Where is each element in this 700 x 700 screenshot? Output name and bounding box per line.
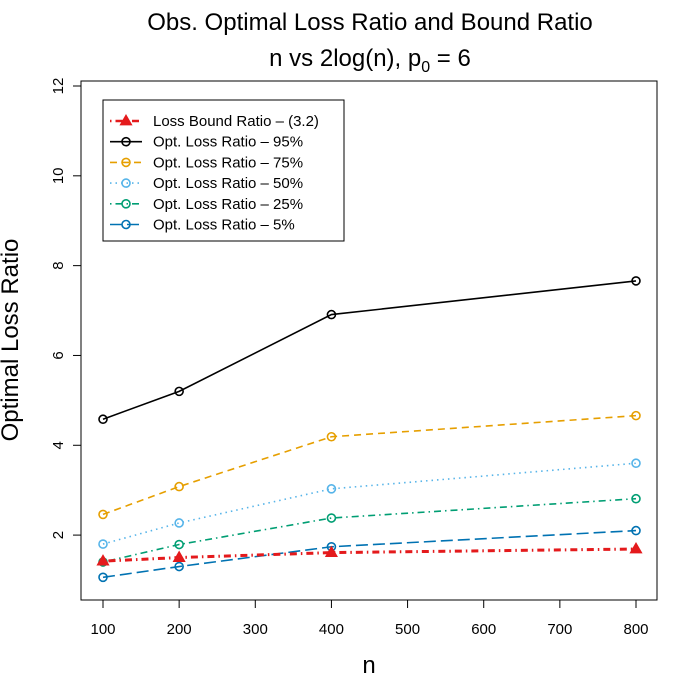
y-axis: 2 4 6 8 10 12 xyxy=(50,78,82,539)
legend-label: Loss Bound Ratio – (3.2) xyxy=(153,113,319,130)
data-point-triangle xyxy=(172,550,186,562)
data-point-circle xyxy=(326,431,337,442)
data-point-circle xyxy=(326,309,337,320)
data-point-circle xyxy=(121,136,131,147)
chart-subtitle-prefix: n vs 2log(n), p xyxy=(269,45,421,72)
data-point-circle xyxy=(631,493,641,504)
data-point-circle xyxy=(98,509,108,520)
legend-entry: Opt. Loss Ratio – 75% xyxy=(110,154,303,171)
x-tick-label: 700 xyxy=(547,621,572,638)
series-line xyxy=(102,497,637,563)
series-3 xyxy=(98,458,641,549)
x-tick-label: 100 xyxy=(90,621,115,638)
legend-label: Opt. Loss Ratio – 5% xyxy=(153,217,295,234)
legend-entry: Loss Bound Ratio – (3.2) xyxy=(110,113,319,130)
data-point-circle xyxy=(98,414,108,425)
series-line xyxy=(102,414,637,516)
y-tick-label: 8 xyxy=(50,261,67,269)
data-point-circle xyxy=(631,458,641,469)
legend-entry: Opt. Loss Ratio – 50% xyxy=(110,175,303,192)
data-point-circle xyxy=(174,386,184,397)
series-1 xyxy=(98,276,641,425)
chart-subtitle-sub: 0 xyxy=(421,59,430,76)
data-point-circle xyxy=(121,199,131,209)
data-point-circle xyxy=(98,572,108,583)
x-tick-label: 400 xyxy=(319,621,344,638)
x-tick-label: 300 xyxy=(243,621,268,638)
legend-entry: Opt. Loss Ratio – 95% xyxy=(110,134,303,151)
x-tick-label: 800 xyxy=(623,621,648,638)
series-layer xyxy=(96,276,643,583)
series-line xyxy=(102,462,637,545)
y-tick-label: 2 xyxy=(50,531,67,539)
series-line xyxy=(102,529,637,579)
legend-label: Opt. Loss Ratio – 50% xyxy=(153,175,303,192)
data-point-circle xyxy=(326,484,337,494)
data-point-triangle xyxy=(119,113,133,126)
chart-title: Obs. Optimal Loss Ratio and Bound Ratio xyxy=(147,9,593,36)
chart-subtitle-suffix: = 6 xyxy=(430,45,471,72)
data-point-circle xyxy=(631,276,641,286)
y-tick-label: 10 xyxy=(50,167,67,184)
data-point-circle xyxy=(98,539,108,549)
data-point-triangle xyxy=(96,554,110,566)
data-point-circle xyxy=(121,178,131,188)
data-point-circle xyxy=(631,410,641,421)
data-point-triangle xyxy=(324,545,338,558)
legend-label: Opt. Loss Ratio – 75% xyxy=(153,154,303,171)
data-point-circle xyxy=(174,518,184,528)
series-0 xyxy=(96,542,643,566)
legend: Loss Bound Ratio – (3.2) Opt. Loss Ratio … xyxy=(102,99,345,242)
x-tick-label: 500 xyxy=(395,621,420,638)
x-tick-label: 200 xyxy=(167,621,192,638)
data-point-circle xyxy=(121,219,131,230)
legend-label: Opt. Loss Ratio – 95% xyxy=(153,134,303,151)
data-point-circle xyxy=(121,157,131,168)
legend-label: Opt. Loss Ratio – 25% xyxy=(153,196,303,213)
data-point-circle xyxy=(174,561,184,572)
series-line xyxy=(102,280,637,420)
y-tick-label: 12 xyxy=(50,78,67,95)
y-tick-label: 6 xyxy=(50,351,67,359)
y-tick-label: 4 xyxy=(50,441,67,449)
data-point-circle xyxy=(174,481,184,492)
data-point-circle xyxy=(631,525,641,536)
data-point-circle xyxy=(174,539,184,550)
series-2 xyxy=(98,410,641,520)
legend-entry: Opt. Loss Ratio – 25% xyxy=(110,196,303,213)
data-point-circle xyxy=(326,513,337,523)
x-tick-label: 600 xyxy=(471,621,496,638)
series-5 xyxy=(98,525,641,583)
series-line xyxy=(102,547,637,563)
chart-subtitle: n vs 2log(n), p0 = 6 xyxy=(269,45,471,76)
x-axis-label: n xyxy=(362,652,375,679)
legend-entry: Opt. Loss Ratio – 5% xyxy=(110,217,295,234)
x-axis: 100 200 300 400 500 600 700 800 xyxy=(90,599,649,638)
y-axis-label: Optimal Loss Ratio xyxy=(0,239,24,442)
legend-box xyxy=(102,99,345,242)
data-point-triangle xyxy=(629,542,643,554)
